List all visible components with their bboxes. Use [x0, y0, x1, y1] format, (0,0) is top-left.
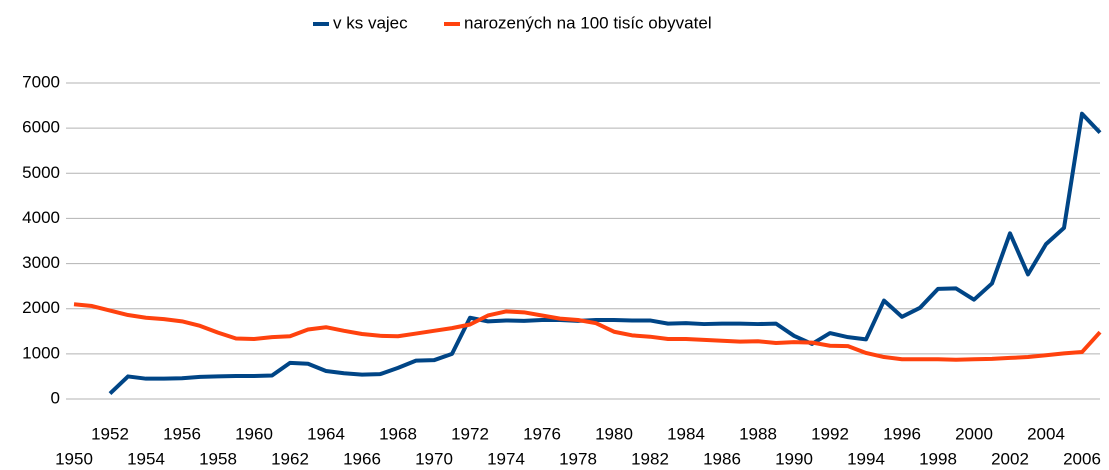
x-tick-label: 1998 [919, 449, 957, 468]
y-tick-label: 6000 [22, 118, 60, 137]
x-tick-label: 1978 [559, 449, 597, 468]
x-tick-label: 1992 [811, 424, 849, 443]
x-tick-label: 1960 [235, 424, 273, 443]
x-tick-label: 1962 [271, 449, 309, 468]
x-tick-label: 1982 [631, 449, 669, 468]
x-tick-label: 2006 [1063, 449, 1101, 468]
y-tick-label: 0 [51, 388, 60, 407]
series-line [108, 111, 1102, 396]
x-tick-label: 1964 [307, 424, 345, 443]
x-tick-label: 2002 [991, 449, 1029, 468]
x-tick-label: 1984 [667, 424, 705, 443]
x-tick-label: 1990 [775, 449, 813, 468]
x-tick-label: 1954 [127, 449, 165, 468]
y-tick-label: 3000 [22, 253, 60, 272]
legend-label: narozených na 100 tisíc obyvatel [464, 13, 712, 32]
x-tick-label: 2004 [1027, 424, 1065, 443]
x-tick-label: 1972 [451, 424, 489, 443]
x-tick-label: 2000 [955, 424, 993, 443]
x-tick-label: 1988 [739, 424, 777, 443]
y-tick-label: 1000 [22, 343, 60, 362]
y-tick-label: 4000 [22, 208, 60, 227]
x-tick-label: 1974 [487, 449, 525, 468]
series-line [73, 302, 1102, 362]
y-tick-label: 7000 [22, 72, 60, 91]
y-tick-label: 5000 [22, 163, 60, 182]
x-tick-label: 1986 [703, 449, 741, 468]
x-tick-label: 1980 [595, 424, 633, 443]
x-tick-label: 1956 [163, 424, 201, 443]
x-tick-label: 1976 [523, 424, 561, 443]
x-tick-label: 1966 [343, 449, 381, 468]
y-tick-label: 2000 [22, 298, 60, 317]
x-tick-label: 1950 [55, 449, 93, 468]
x-tick-label: 1952 [91, 424, 129, 443]
x-tick-label: 1968 [379, 424, 417, 443]
legend-label: v ks vajec [333, 13, 408, 32]
x-tick-label: 1958 [199, 449, 237, 468]
x-tick-label: 1970 [415, 449, 453, 468]
x-tick-label: 1996 [883, 424, 921, 443]
x-tick-label: 1994 [847, 449, 885, 468]
